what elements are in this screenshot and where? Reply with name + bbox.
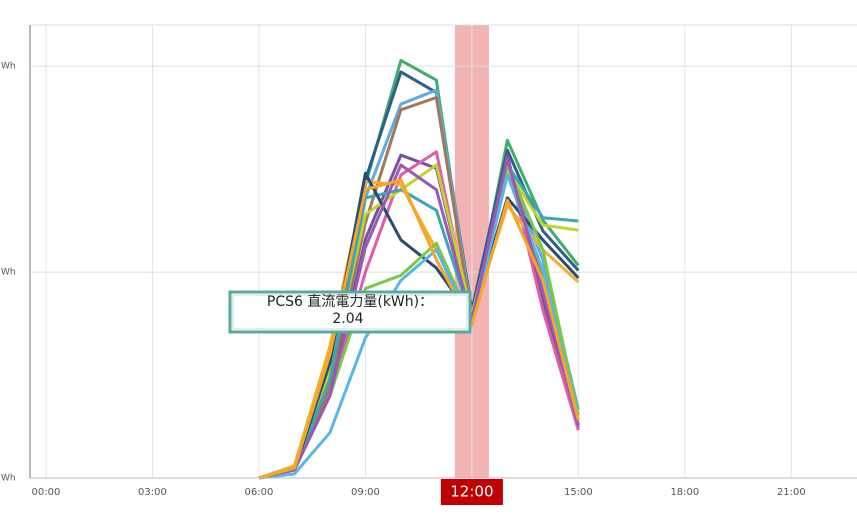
tooltip: PCS6 直流電力量(kWh)： 2.04 — [228, 290, 472, 334]
x-tick-label: 00:00 — [32, 487, 61, 498]
y-tick-label: Wh — [1, 62, 16, 72]
series-line — [258, 178, 580, 480]
tooltip-label: PCS6 直流電力量(kWh)： — [267, 293, 433, 310]
tooltip-inner — [232, 294, 468, 330]
x-tick-label: 18:00 — [670, 487, 699, 498]
y-tick-label: Wh — [1, 268, 16, 278]
y-tick-label: Wh — [1, 474, 16, 484]
marks — [258, 58, 580, 480]
x-tick-label: 21:00 — [777, 487, 806, 498]
series-line — [258, 156, 580, 480]
series-line — [258, 163, 579, 480]
x-tick-label: 06:00 — [245, 487, 274, 498]
axes: Wh Wh Wh 00:00 03:00 06:00 09:00 12:00 15:00 18:0… — [1, 25, 857, 505]
x-tick-highlight — [440, 479, 503, 505]
tooltip-value: 2.04 — [332, 311, 363, 327]
x-tick-label: 09:00 — [351, 487, 380, 498]
x-tick-label: 03:00 — [138, 487, 167, 498]
x-tick-label: 15:00 — [564, 487, 593, 498]
tooltip-box — [228, 290, 472, 334]
x-tick-label: 12:00 — [450, 483, 493, 501]
